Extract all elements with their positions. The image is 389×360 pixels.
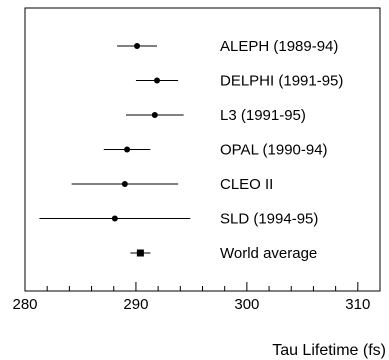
data-point: [111, 215, 118, 222]
data-point: [151, 112, 158, 118]
experiment-label: DELPHI (1991-95): [220, 73, 343, 90]
experiment-label: L3 (1991-95): [220, 107, 306, 124]
x-tick-label: 290: [123, 296, 148, 313]
data-point: [154, 77, 161, 84]
x-tick-label: 280: [12, 296, 37, 313]
experiment-label: ALEPH (1989-94): [220, 38, 338, 55]
data-point: [121, 181, 128, 187]
experiment-label: OPAL (1990-94): [220, 142, 328, 159]
experiment-label: CLEO II: [220, 176, 273, 193]
experiment-label: SLD (1994-95): [220, 211, 318, 228]
data-marks: ALEPH (1989-94) DELPHI (1991-95) L3 (1991-…: [39, 38, 343, 262]
experiment-label: World average: [220, 245, 317, 262]
x-axis: 280 290 300 310: [12, 282, 370, 313]
data-point-square: [136, 249, 144, 257]
x-tick-label: 300: [234, 296, 259, 313]
data-point: [134, 43, 141, 49]
x-axis-title: Tau Lifetime (fs): [272, 342, 386, 359]
data-point: [124, 146, 131, 153]
x-tick-label: 310: [345, 296, 370, 313]
